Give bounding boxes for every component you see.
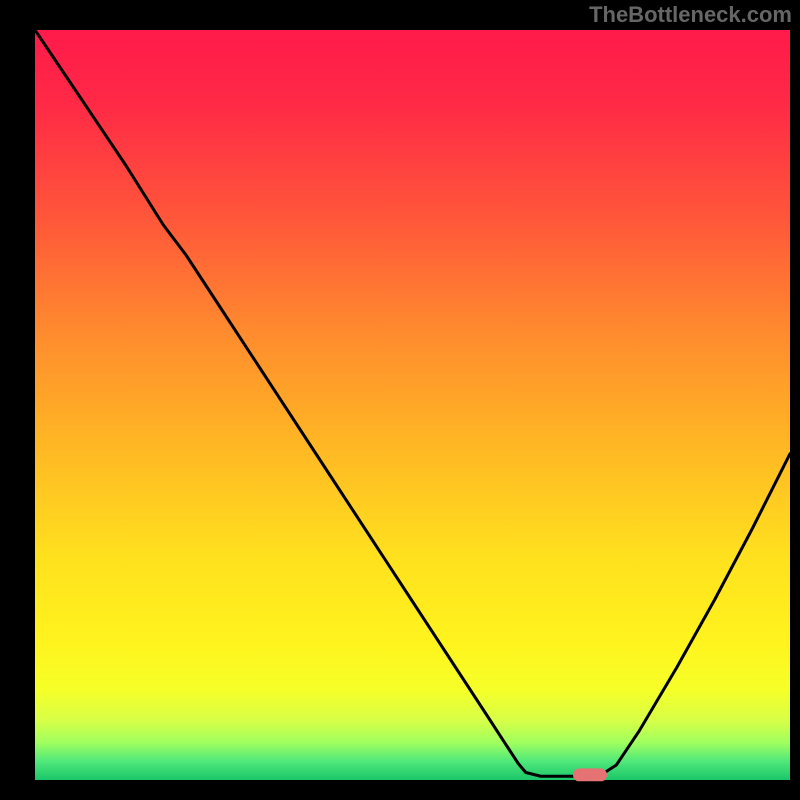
optimal-marker	[573, 768, 607, 782]
bottleneck-chart: TheBottleneck.com	[0, 0, 800, 800]
watermark-text: TheBottleneck.com	[589, 2, 792, 28]
bottleneck-curve	[35, 30, 790, 780]
plot-area	[35, 30, 790, 780]
